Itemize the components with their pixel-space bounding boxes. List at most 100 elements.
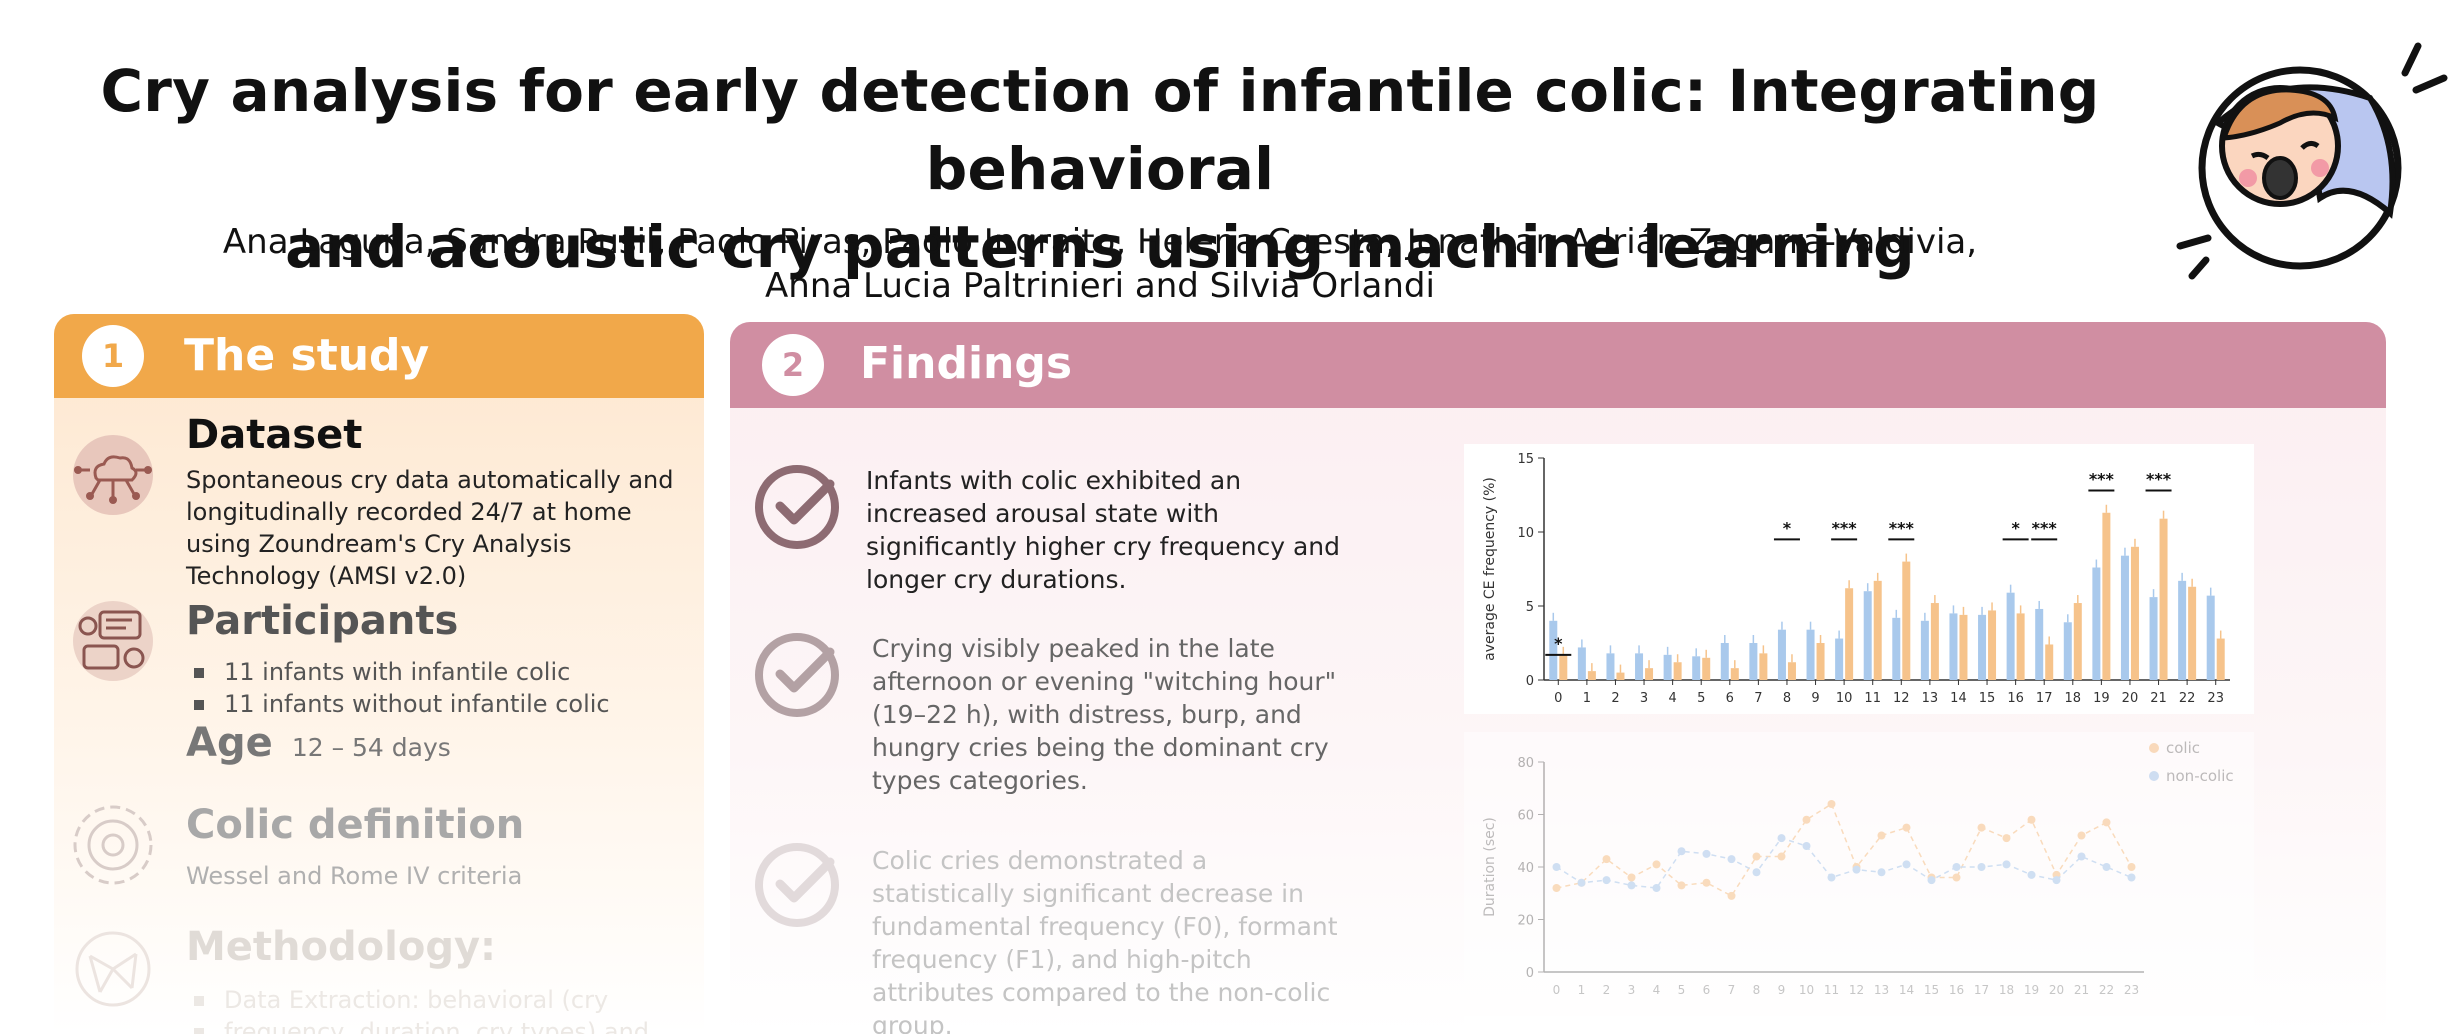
x-tick-label: 8 — [1753, 983, 1761, 997]
x-tick-label: 3 — [1628, 983, 1636, 997]
bar — [1663, 654, 1672, 680]
x-tick-label: 19 — [2093, 691, 2110, 706]
methodology-heading: Methodology: — [186, 924, 497, 970]
x-tick-label: 13 — [1922, 691, 1939, 706]
data-point — [1552, 863, 1561, 871]
data-point — [1977, 863, 1986, 871]
dataset-heading: Dataset — [186, 412, 363, 458]
data-point — [2002, 860, 2011, 869]
poster-header: Cry analysis for early detection of infa… — [0, 0, 2460, 320]
bar — [1673, 662, 1682, 680]
legend-marker — [2149, 743, 2159, 753]
bar — [2216, 638, 2225, 680]
data-point — [1802, 815, 1811, 824]
data-point — [1727, 855, 1736, 864]
x-tick-label: 9 — [1778, 983, 1786, 997]
y-axis-label: Duration (sec) — [1482, 817, 1498, 917]
methodology-list: Data Extraction: behavioral (cry frequen… — [194, 984, 649, 1034]
data-point — [1927, 876, 1936, 885]
list-item-continued: frequency, duration, cry types) and — [194, 1016, 649, 1034]
y-tick-label: 10 — [1517, 526, 1534, 541]
data-point — [1677, 847, 1686, 856]
bar — [1635, 653, 1644, 680]
list-item: 11 infants without infantile colic — [194, 688, 610, 720]
bar — [2206, 595, 2215, 680]
data-point — [1652, 884, 1661, 892]
data-point — [1752, 868, 1761, 877]
findings-panel-header: 2 Findings — [730, 322, 2386, 408]
study-panel-header: 1 The study — [54, 314, 704, 398]
bar — [1835, 638, 1844, 680]
bar — [1645, 668, 1654, 680]
x-tick-label: 17 — [1974, 983, 1989, 997]
bar — [1978, 614, 1987, 680]
bar — [2159, 518, 2168, 680]
x-tick-label: 5 — [1697, 691, 1705, 706]
bar — [1549, 620, 1558, 680]
section-number-badge: 1 — [82, 325, 144, 387]
bar — [2188, 586, 2197, 680]
study-panel: 1 The study Dataset Spontaneous cry data… — [54, 314, 704, 1034]
data-point — [1552, 884, 1561, 892]
bar — [2045, 644, 2054, 680]
dataset-section: Dataset Spontaneous cry data automatical… — [54, 398, 704, 590]
check-circle-icon — [755, 633, 839, 717]
x-tick-label: 12 — [1893, 691, 1910, 706]
x-tick-label: 22 — [2179, 691, 2196, 706]
bar — [1749, 643, 1758, 680]
bar — [1988, 610, 1997, 680]
x-tick-label: 12 — [1849, 983, 1864, 997]
x-tick-label: 16 — [2007, 691, 2024, 706]
y-tick-label: 15 — [1517, 452, 1534, 467]
study-panel-title: The study — [184, 330, 430, 381]
bar — [1787, 662, 1796, 680]
line-chart-card: 0 20 40 60 80 Duration (sec) 0 1 2 3 4 5 6 7 8 9 10 11 12 1… — [1464, 732, 2254, 1032]
data-point — [2002, 834, 2011, 843]
authors-line-2: Anna Lucia Paltrinieri and Silvia Orland… — [765, 266, 1435, 306]
x-tick-label: 21 — [2150, 691, 2167, 706]
bar — [2035, 608, 2044, 680]
data-point — [1827, 800, 1836, 808]
title-line-2: and acoustic cry patterns using machine … — [285, 213, 1915, 281]
y-tick-label: 60 — [1517, 809, 1534, 824]
bar — [1949, 613, 1958, 680]
bar — [2130, 546, 2139, 680]
data-point — [1577, 878, 1586, 887]
data-point — [2027, 870, 2036, 879]
finding-text: Infants with colic exhibited an increase… — [866, 466, 1341, 594]
data-point — [2077, 852, 2086, 861]
significance-marker: * — [2011, 518, 2020, 537]
x-tick-label: 19 — [2024, 983, 2039, 997]
x-tick-label: 13 — [1874, 983, 1889, 997]
x-tick-label: 2 — [1611, 691, 1619, 706]
list-item: 11 infants with infantile colic — [194, 656, 610, 688]
legend-label: colic — [2166, 739, 2200, 757]
bar — [2016, 613, 2025, 680]
methodology-section: Methodology: Data Extraction: behavioral… — [54, 912, 704, 1034]
x-tick-label: 7 — [1728, 983, 1736, 997]
x-tick-label: 15 — [1979, 691, 1996, 706]
data-point — [1977, 823, 1986, 832]
data-point — [1877, 868, 1886, 877]
x-tick-label: 22 — [2099, 983, 2114, 997]
author-list: Ana Laguna, Sandra Pusil, Paolo Piras, P… — [220, 220, 1980, 308]
data-point — [1902, 823, 1911, 832]
legend-marker — [2149, 771, 2159, 781]
finding-text: Crying visibly peaked in the late aftern… — [872, 634, 1337, 795]
data-point — [1877, 831, 1886, 840]
bar — [1892, 617, 1901, 680]
data-point — [1802, 842, 1811, 850]
significance-marker: *** — [2089, 470, 2115, 489]
bar — [1720, 643, 1729, 680]
x-tick-label: 9 — [1811, 691, 1819, 706]
bar — [2073, 603, 2082, 680]
list-item: Data Extraction: behavioral (cry — [194, 984, 649, 1016]
data-point — [1702, 878, 1711, 887]
colic-definition-heading: Colic definition — [186, 802, 525, 848]
x-tick-label: 3 — [1640, 691, 1648, 706]
y-tick-label: 40 — [1517, 861, 1534, 876]
bar — [1806, 629, 1815, 680]
bar — [1606, 653, 1615, 680]
data-point — [1602, 855, 1611, 864]
bar — [1587, 671, 1596, 680]
